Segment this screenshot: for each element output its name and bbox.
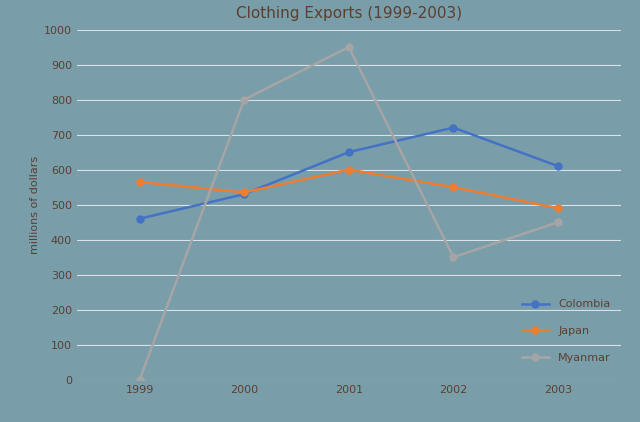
Japan bbox=[345, 167, 353, 172]
Myanmar bbox=[241, 97, 248, 102]
Title: Clothing Exports (1999-2003): Clothing Exports (1999-2003) bbox=[236, 6, 462, 22]
Myanmar bbox=[554, 219, 562, 225]
Line: Colombia: Colombia bbox=[136, 124, 561, 222]
Colombia bbox=[554, 164, 562, 169]
Myanmar bbox=[449, 254, 457, 260]
Colombia bbox=[241, 192, 248, 197]
Line: Myanmar: Myanmar bbox=[136, 43, 561, 383]
Japan bbox=[241, 190, 248, 195]
Colombia bbox=[136, 216, 143, 221]
Y-axis label: millions of dollars: millions of dollars bbox=[30, 156, 40, 254]
Japan bbox=[449, 184, 457, 189]
Japan bbox=[136, 179, 143, 184]
Myanmar bbox=[345, 44, 353, 49]
Colombia bbox=[449, 125, 457, 130]
Japan bbox=[554, 206, 562, 211]
Legend: Colombia, Japan, Myanmar: Colombia, Japan, Myanmar bbox=[517, 295, 615, 367]
Line: Japan: Japan bbox=[136, 166, 561, 212]
Colombia bbox=[345, 149, 353, 154]
Myanmar bbox=[136, 377, 143, 382]
